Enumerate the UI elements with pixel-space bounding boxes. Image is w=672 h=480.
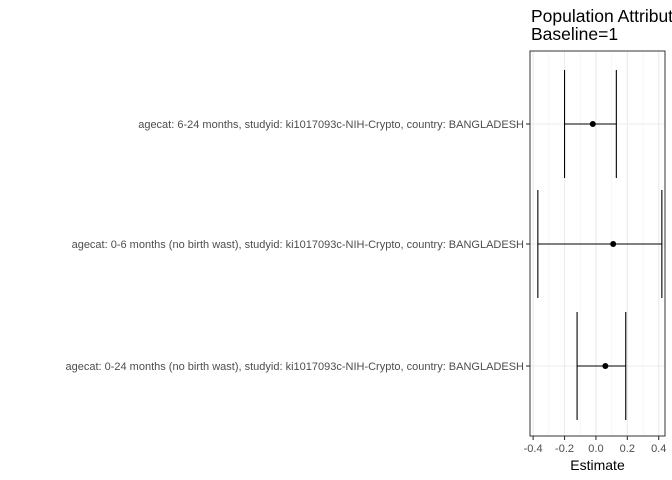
x-tick-label: 0.0: [588, 443, 603, 455]
chart-title-line-1: Population Attributable Difference: [531, 6, 672, 26]
plot-marks: [537, 70, 663, 420]
category-label: agecat: 0-6 months (no birth wast), stud…: [72, 239, 524, 251]
x-tick-label: 0.2: [620, 443, 635, 455]
point-estimate: [602, 363, 609, 369]
category-label: agecat: 0-24 months (no birth wast), stu…: [65, 361, 524, 373]
x-axis: -0.4 -0.2 0.0 0.2 0.4: [524, 436, 666, 455]
category-labels: agecat: 6-24 months, studyid: ki1017093c…: [65, 119, 530, 373]
chart-title-line-2: Baseline=1: [531, 24, 618, 44]
x-tick-label: 0.4: [651, 443, 666, 455]
category-label: agecat: 6-24 months, studyid: ki1017093c…: [138, 119, 524, 131]
point-estimate: [589, 121, 596, 127]
x-tick-label: -0.2: [555, 443, 574, 455]
x-tick-label: -0.4: [524, 443, 543, 455]
x-axis-title: Estimate: [570, 457, 625, 473]
point-estimate: [610, 241, 617, 247]
